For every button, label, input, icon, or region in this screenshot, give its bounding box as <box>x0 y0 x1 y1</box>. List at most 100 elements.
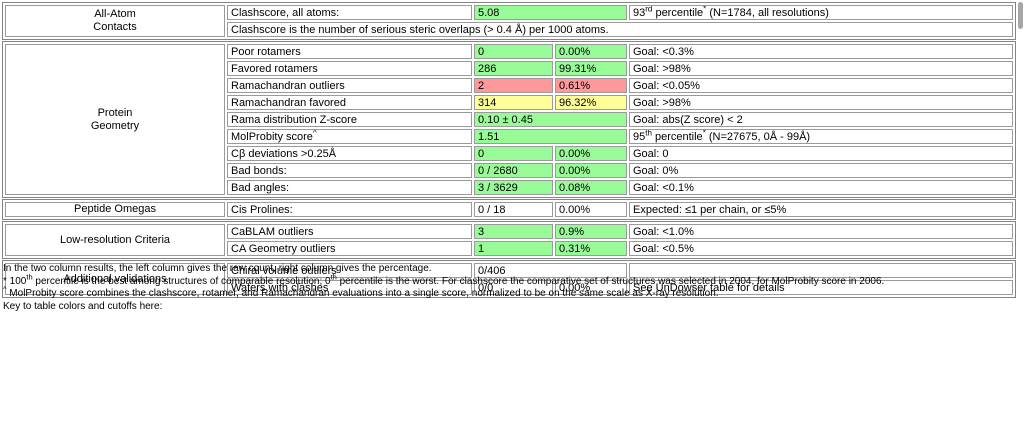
goal-cell: Goal: <0.05% <box>629 78 1013 93</box>
footnote-columns: In the two column results, the left colu… <box>3 263 432 274</box>
table-row: Low-resolution Criteria CaBLAM outliers … <box>5 224 1013 256</box>
footnote-text: MolProbity score combines the clashscore… <box>6 288 719 299</box>
footnote-percentile: * 100th percentile is the best among str… <box>3 273 1018 288</box>
description-cell: Clashscore is the number of serious ster… <box>227 22 1013 37</box>
count-cell: 0/0 <box>474 280 553 295</box>
row-label-text: MolProbity score <box>231 130 313 143</box>
goal-cell: Goal: <0.1% <box>629 180 1013 195</box>
validation-table: All-Atom Contacts Clashscore, all atoms:… <box>2 2 1016 299</box>
row-label: MolProbity score^ <box>227 129 472 144</box>
row-label: Clashscore, all atoms: <box>227 5 472 20</box>
goal-cell: Goal: >98% <box>629 61 1013 76</box>
goal-cell: Goal: abs(Z score) < 2 <box>629 112 1013 127</box>
row-label: Waters with clashes <box>227 280 472 295</box>
percent-cell: 0.00% <box>555 44 627 59</box>
count-cell: 1 <box>474 241 553 256</box>
footnote-molprobity-score: ^ MolProbity score combines the clashsco… <box>3 285 1018 300</box>
superscript: th <box>330 272 337 282</box>
section-additional-validations: Additional validations Chiral volume out… <box>2 260 1016 298</box>
goal-cell: Goal: <1.0% <box>629 224 1013 239</box>
superscript: * <box>703 5 707 13</box>
value-cell: 0.10 ± 0.45 <box>474 112 627 127</box>
table-row: Protein Geometry Poor rotamers 0 0.00% G… <box>5 44 1013 195</box>
section-label: Peptide Omegas <box>5 202 225 217</box>
count-cell: 0 <box>474 146 553 161</box>
row-label: Bad angles: <box>227 180 472 195</box>
row-label: Ramachandran favored <box>227 95 472 110</box>
table-row: MolProbity score^ 1.51 95th percentile* … <box>5 129 1013 144</box>
table-row: CA Geometry outliers 1 0.31% Goal: <0.5% <box>5 241 1013 256</box>
row-label: Rama distribution Z-score <box>227 112 472 127</box>
section-label: Additional validations <box>5 263 225 295</box>
goal-text: 95 <box>633 130 646 143</box>
table-row: Rama distribution Z-score 0.10 ± 0.45 Go… <box>5 112 1013 127</box>
percent-cell: 96.32% <box>555 95 627 110</box>
percent-cell: 0.00% <box>555 280 627 295</box>
footnote-key: Key to table colors and cutoffs here: <box>3 300 163 312</box>
value-cell: 1.51 <box>474 129 627 144</box>
goal-cell: Goal: 0% <box>629 163 1013 178</box>
goal-text: 93 <box>633 6 646 19</box>
table-row: Peptide Omegas Cis Prolines: 0 / 18 0.00… <box>5 202 1013 217</box>
section-label: All-Atom Contacts <box>5 5 225 37</box>
table-row: Cβ deviations >0.25Å 0 0.00% Goal: 0 <box>5 146 1013 161</box>
section-peptide-omegas: Peptide Omegas Cis Prolines: 0 / 18 0.00… <box>2 199 1016 220</box>
count-cell: 286 <box>474 61 553 76</box>
table-row: Additional validations Chiral volume out… <box>5 263 1013 295</box>
percent-cell: 0.08% <box>555 180 627 195</box>
table-row: Ramachandran outliers 2 0.61% Goal: <0.0… <box>5 78 1013 93</box>
goal-text: (N=1784, all resolutions) <box>706 6 829 19</box>
footnote-text: percentile is the worst. For clashscore … <box>336 275 885 287</box>
table-row: Favored rotamers 286 99.31% Goal: >98% <box>5 61 1013 76</box>
percent-cell: 0.31% <box>555 241 627 256</box>
percent-cell: 0.9% <box>555 224 627 239</box>
section-all-atom-contacts: All-Atom Contacts Clashscore, all atoms:… <box>2 2 1016 40</box>
value-cell: 5.08 <box>474 5 628 20</box>
row-label: Cis Prolines: <box>227 202 472 217</box>
count-cell: 0 / 18 <box>474 202 553 217</box>
count-cell: 2 <box>474 78 553 93</box>
goal-cell: Goal: >98% <box>629 95 1013 110</box>
count-cell: 3 <box>474 224 553 239</box>
percent-cell: 0.00% <box>555 146 627 161</box>
count-cell: 314 <box>474 95 553 110</box>
count-cell: 0 <box>474 44 553 59</box>
row-label: Favored rotamers <box>227 61 472 76</box>
footnote-text: percentile is the best among structures … <box>32 275 331 287</box>
table-footnotes: In the two column results, the left colu… <box>3 263 1018 313</box>
row-label: Ramachandran outliers <box>227 78 472 93</box>
row-label: CA Geometry outliers <box>227 241 472 256</box>
goal-cell: Goal: <0.5% <box>629 241 1013 256</box>
superscript: th <box>645 129 652 137</box>
percent-cell: 99.31% <box>555 61 627 76</box>
goal-cell: Goal: 0 <box>629 146 1013 161</box>
goal-text: percentile <box>652 6 704 19</box>
vertical-scrollbar-thumb[interactable] <box>1018 2 1023 29</box>
count-cell: 0 / 2680 <box>474 163 553 178</box>
section-label: Protein Geometry <box>5 44 225 195</box>
goal-text: (N=27675, 0Å - 99Å) <box>705 130 811 143</box>
row-label: CaBLAM outliers <box>227 224 472 239</box>
goal-cell-empty <box>629 263 1013 278</box>
section-protein-geometry: Protein Geometry Poor rotamers 0 0.00% G… <box>2 41 1016 198</box>
superscript: * <box>702 129 706 137</box>
count-cell: 3 / 3629 <box>474 180 553 195</box>
table-row: Bad bonds: 0 / 2680 0.00% Goal: 0% <box>5 163 1013 178</box>
percent-cell: 0.00% <box>555 202 627 217</box>
section-label: Low-resolution Criteria <box>5 224 225 256</box>
goal-cell: 95th percentile* (N=27675, 0Å - 99Å) <box>629 129 1013 144</box>
value-cell: 0/406 <box>474 263 627 278</box>
row-label: Poor rotamers <box>227 44 472 59</box>
goal-cell: See UnDowser table for details <box>629 280 1013 295</box>
table-row: Ramachandran favored 314 96.32% Goal: >9… <box>5 95 1013 110</box>
goal-cell: Goal: <0.3% <box>629 44 1013 59</box>
superscript: rd <box>645 5 653 13</box>
goal-text: percentile <box>651 130 703 143</box>
percent-cell: 0.00% <box>555 163 627 178</box>
row-label: Chiral volume outliers <box>227 263 472 278</box>
superscript: ^ <box>312 129 317 137</box>
row-label: Cβ deviations >0.25Å <box>227 146 472 161</box>
goal-cell: Expected: ≤1 per chain, or ≤5% <box>629 202 1013 217</box>
table-row: Clashscore is the number of serious ster… <box>5 22 1013 37</box>
goal-cell: 93rd percentile* (N=1784, all resolution… <box>629 5 1013 20</box>
